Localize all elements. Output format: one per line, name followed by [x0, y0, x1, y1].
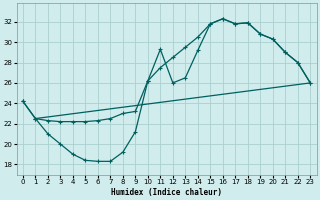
- X-axis label: Humidex (Indice chaleur): Humidex (Indice chaleur): [111, 188, 222, 197]
